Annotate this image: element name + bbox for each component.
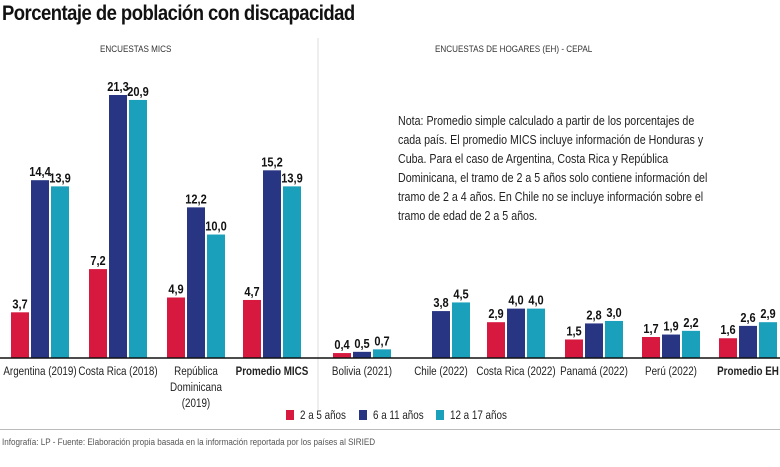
data-label: 20,9 — [127, 84, 149, 99]
category-label: Bolivia (2021) — [332, 365, 392, 378]
data-label: 0,7 — [374, 334, 390, 349]
bar — [759, 322, 777, 358]
chart-title: Porcentaje de población con discapacidad — [2, 2, 355, 25]
bar — [109, 95, 127, 358]
bar — [11, 312, 29, 358]
legend-label: 2 a 5 años — [300, 409, 346, 422]
legend-swatch — [359, 410, 367, 420]
section-label-eh: ENCUESTAS DE HOGARES (EH) - CEPAL — [435, 44, 593, 54]
data-label: 13,9 — [281, 171, 303, 186]
data-label: 3,8 — [433, 295, 449, 310]
bar — [605, 320, 623, 358]
data-label: 2,8 — [586, 308, 602, 323]
legend-swatch — [436, 410, 444, 420]
data-label: 4,0 — [508, 293, 524, 308]
data-label: 0,4 — [334, 337, 350, 352]
bar — [89, 269, 107, 358]
data-label: 21,3 — [107, 79, 129, 94]
data-label: 2,9 — [760, 306, 776, 321]
bar — [263, 170, 281, 358]
bar — [662, 334, 680, 358]
bar — [527, 308, 545, 358]
data-label: 0,5 — [354, 336, 370, 351]
bar — [373, 349, 391, 358]
bar — [283, 186, 301, 358]
category-label: (2019) — [182, 397, 210, 410]
bar — [642, 337, 660, 358]
category-label: Costa Rica (2022) — [476, 365, 555, 378]
bar — [207, 234, 225, 358]
category-label: República — [174, 365, 219, 378]
data-label: 14,4 — [29, 164, 51, 179]
data-label: 1,9 — [663, 319, 679, 334]
bar — [353, 351, 371, 358]
category-label: Dominicana — [170, 381, 223, 394]
bar — [243, 299, 261, 358]
bar — [129, 99, 147, 358]
data-label: 1,7 — [643, 321, 659, 336]
bar — [507, 308, 525, 358]
category-label: Panamá (2022) — [560, 365, 628, 378]
data-label: 2,6 — [740, 310, 756, 325]
category-label: Costa Rica (2018) — [78, 365, 157, 378]
legend-label: 6 a 11 años — [373, 409, 424, 422]
bar — [739, 325, 757, 358]
bar — [452, 302, 470, 358]
bar — [565, 339, 583, 358]
data-label: 1,5 — [566, 324, 582, 339]
data-label: 15,2 — [261, 154, 283, 169]
bar — [585, 323, 603, 358]
legend-label: 12 a 17 años — [450, 409, 507, 422]
data-label: 4,0 — [528, 293, 544, 308]
bar — [432, 311, 450, 358]
bar — [719, 338, 737, 358]
note-text: Nota: Promedio simple calculado a partir… — [398, 113, 708, 223]
data-label: 2,2 — [683, 315, 699, 330]
bar — [187, 207, 205, 358]
data-label: 2,9 — [488, 306, 504, 321]
bar — [487, 322, 505, 358]
section-label-mics: ENCUESTAS MICS — [100, 44, 172, 54]
category-label: Promedio EH — [717, 365, 779, 378]
data-label: 12,2 — [185, 192, 207, 207]
legend-swatch — [286, 410, 294, 420]
bar — [167, 297, 185, 358]
category-label: Perú (2022) — [645, 365, 697, 378]
data-label: 1,6 — [720, 322, 736, 337]
bar — [51, 186, 69, 358]
source-footer: Infografía: LP - Fuente: Elaboración pro… — [2, 437, 376, 447]
bar — [31, 180, 49, 358]
data-label: 4,5 — [453, 287, 469, 302]
data-label: 3,7 — [12, 296, 28, 311]
data-label: 4,9 — [168, 282, 184, 297]
category-label: Promedio MICS — [236, 365, 309, 378]
data-label: 13,9 — [49, 171, 71, 186]
bar — [682, 330, 700, 358]
bar — [333, 353, 351, 358]
category-label: Chile (2022) — [414, 365, 468, 378]
data-label: 4,7 — [244, 284, 260, 299]
footer-divider — [0, 429, 780, 430]
category-label: Argentina (2019) — [3, 365, 76, 378]
data-label: 10,0 — [205, 219, 227, 234]
data-label: 3,0 — [606, 305, 622, 320]
data-label: 7,2 — [90, 253, 106, 268]
